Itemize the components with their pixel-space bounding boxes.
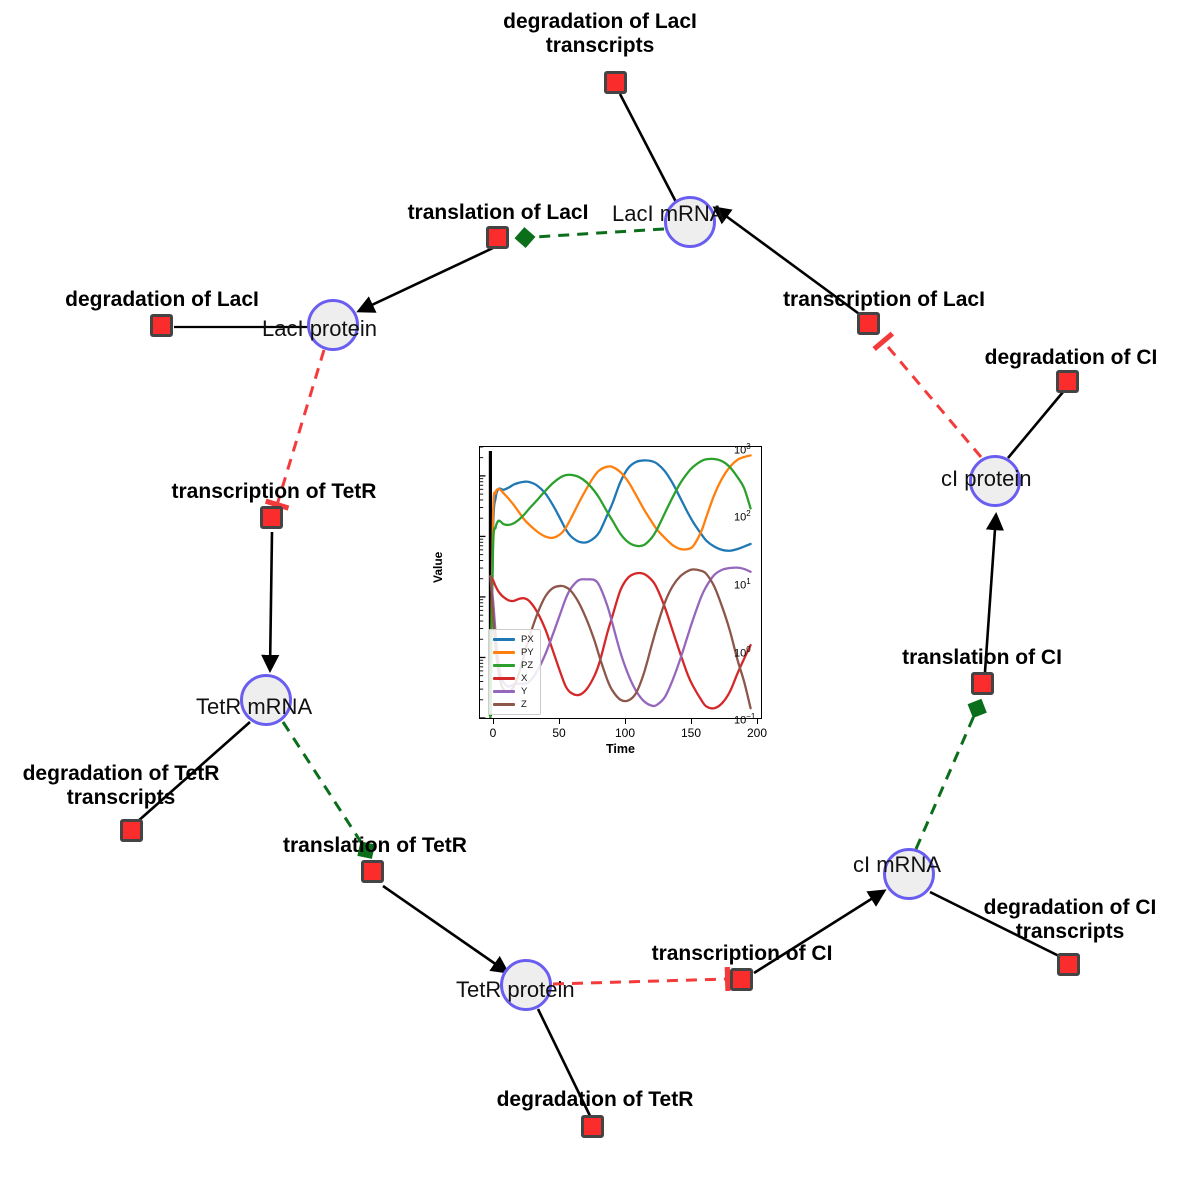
reaction-node-translation-of-ci[interactable] xyxy=(971,672,994,695)
edge-deg-tetr-transcripts-to-tetr-mrna xyxy=(136,721,251,823)
reaction-node-transcription-of-laci[interactable] xyxy=(857,312,880,335)
edge-translation-ci-to-ci-protein xyxy=(983,511,1005,673)
legend-label-px: PX xyxy=(521,634,534,645)
reaction-node-translation-of-tetr[interactable] xyxy=(361,860,384,883)
legend-swatch-pz xyxy=(493,664,515,667)
xtick-label-2: 100 xyxy=(614,726,636,740)
legend-swatch-y xyxy=(493,690,515,693)
reaction-label-degradation-of-tetr-transcripts: degradation of TetR transcripts xyxy=(22,762,220,809)
plot-x-axis-label: Time xyxy=(606,742,635,756)
species-label-laci-mrna: LacI mRNA xyxy=(612,201,725,226)
species-node-tetr-protein[interactable] xyxy=(500,959,552,1011)
plot-legend: PX PY PZ X Y Z xyxy=(488,629,541,715)
plot-series-pz xyxy=(489,457,752,718)
legend-label-x: X xyxy=(521,673,528,684)
reaction-label-translation-of-tetr: translation of TetR xyxy=(283,834,467,857)
legend-label-z: Z xyxy=(521,699,527,710)
species-label-ci-protein: cI protein xyxy=(941,466,1032,491)
legend-swatch-py xyxy=(493,651,515,654)
reaction-node-degradation-of-laci[interactable] xyxy=(150,314,173,337)
xtick-label-1: 50 xyxy=(552,726,566,740)
edge-deg-laci-transcripts-to-laci-mrna xyxy=(618,93,678,203)
xtick-label-0: 0 xyxy=(489,726,497,740)
legend-item-x: X xyxy=(493,672,534,685)
species-label-tetr-mrna: TetR mRNA xyxy=(196,694,313,719)
legend-item-pz: PZ xyxy=(493,659,534,672)
species-node-laci-protein[interactable] xyxy=(307,299,359,351)
edge-ci-protein-to-transcription-laci xyxy=(872,331,983,458)
plot-series-py xyxy=(489,454,752,718)
reaction-node-degradation-of-tetr[interactable] xyxy=(581,1115,604,1138)
xtick-mark-4 xyxy=(757,719,759,724)
xtick-label-4: 200 xyxy=(746,726,768,740)
edge-translation-laci-to-laci-protein xyxy=(356,246,494,313)
ytick-label-4: 103 xyxy=(734,441,751,457)
plot-y-axis-label: Value xyxy=(431,551,445,583)
legend-swatch-z xyxy=(493,703,515,706)
reaction-label-translation-of-ci: translation of CI xyxy=(902,646,1062,669)
xtick-mark-1 xyxy=(559,719,561,724)
plot-series-x xyxy=(489,571,752,710)
reaction-label-transcription-of-ci: transcription of CI xyxy=(651,942,833,965)
legend-item-y: Y xyxy=(493,685,534,698)
xtick-mark-3 xyxy=(691,719,693,724)
reaction-label-translation-of-laci: translation of LacI xyxy=(407,201,589,224)
timecourse-plot-panel: 10−1 100 101 102 103 0 50 100 150 200 Va… xyxy=(431,437,770,762)
species-node-ci-protein[interactable] xyxy=(969,455,1021,507)
reaction-label-degradation-of-ci: degradation of CI xyxy=(984,346,1158,369)
edge-translation-tetr-to-tetr-protein xyxy=(382,884,510,974)
edge-deg-ci-to-ci-protein xyxy=(1007,391,1064,459)
reaction-node-degradation-of-ci-transcripts[interactable] xyxy=(1057,953,1080,976)
reaction-label-transcription-of-tetr: transcription of TetR xyxy=(171,480,377,503)
legend-item-px: PX xyxy=(493,633,534,646)
edge-transcription-ci-to-ci-mrna xyxy=(753,889,887,975)
ytick-label-3: 102 xyxy=(734,508,751,524)
ytick-label-1: 100 xyxy=(734,644,751,660)
legend-swatch-px xyxy=(493,638,515,641)
edge-laci-protein-to-transcription-tetr xyxy=(264,349,326,511)
xtick-mark-0 xyxy=(493,719,495,724)
edge-tetr-mrna-to-translation-tetr xyxy=(281,721,375,859)
reaction-label-degradation-of-laci: degradation of LacI xyxy=(65,288,259,311)
species-node-tetr-mrna[interactable] xyxy=(240,674,292,726)
reaction-node-transcription-of-tetr[interactable] xyxy=(260,506,283,529)
reaction-label-degradation-of-ci-transcripts: degradation of CI transcripts xyxy=(983,896,1157,943)
reaction-node-transcription-of-ci[interactable] xyxy=(730,968,753,991)
reaction-label-transcription-of-laci: transcription of LacI xyxy=(783,288,985,311)
reaction-node-degradation-of-laci-transcripts[interactable] xyxy=(604,71,627,94)
ytick-label-2: 101 xyxy=(734,576,751,592)
species-node-ci-mrna[interactable] xyxy=(883,848,935,900)
reaction-label-degradation-of-tetr: degradation of TetR xyxy=(496,1088,694,1111)
reaction-label-degradation-of-laci-transcripts: degradation of LacI transcripts xyxy=(503,10,697,57)
legend-label-py: PY xyxy=(521,647,534,658)
species-label-laci-protein: LacI protein xyxy=(262,316,377,341)
edge-deg-tetr-to-tetr-protein xyxy=(536,1008,594,1121)
legend-label-pz: PZ xyxy=(521,660,534,671)
xtick-mark-2 xyxy=(625,719,627,724)
legend-item-z: Z xyxy=(493,698,534,711)
legend-item-py: PY xyxy=(493,646,534,659)
legend-swatch-x xyxy=(493,677,515,680)
edge-transcription-laci-to-laci-mrna xyxy=(712,206,863,318)
edge-deg-ci-transcripts-to-ci-mrna xyxy=(929,890,1064,960)
species-label-ci-mrna: cI mRNA xyxy=(853,852,941,877)
species-label-tetr-protein: TetR protein xyxy=(456,977,575,1002)
reaction-node-degradation-of-tetr-transcripts[interactable] xyxy=(120,819,143,842)
species-node-laci-mrna[interactable] xyxy=(664,196,716,248)
reaction-node-degradation-of-ci[interactable] xyxy=(1056,370,1079,393)
edge-tetr-protein-to-transcription-ci xyxy=(552,966,731,992)
legend-label-y: Y xyxy=(521,686,528,697)
edge-ci-mrna-to-translation-ci xyxy=(914,698,987,850)
edge-laci-mrna-to-translation-laci xyxy=(514,227,665,249)
xtick-label-3: 150 xyxy=(680,726,702,740)
reaction-node-translation-of-laci[interactable] xyxy=(486,226,509,249)
edge-transcription-tetr-to-tetr-mrna xyxy=(261,531,280,674)
ytick-label-0: 10−1 xyxy=(734,711,756,727)
